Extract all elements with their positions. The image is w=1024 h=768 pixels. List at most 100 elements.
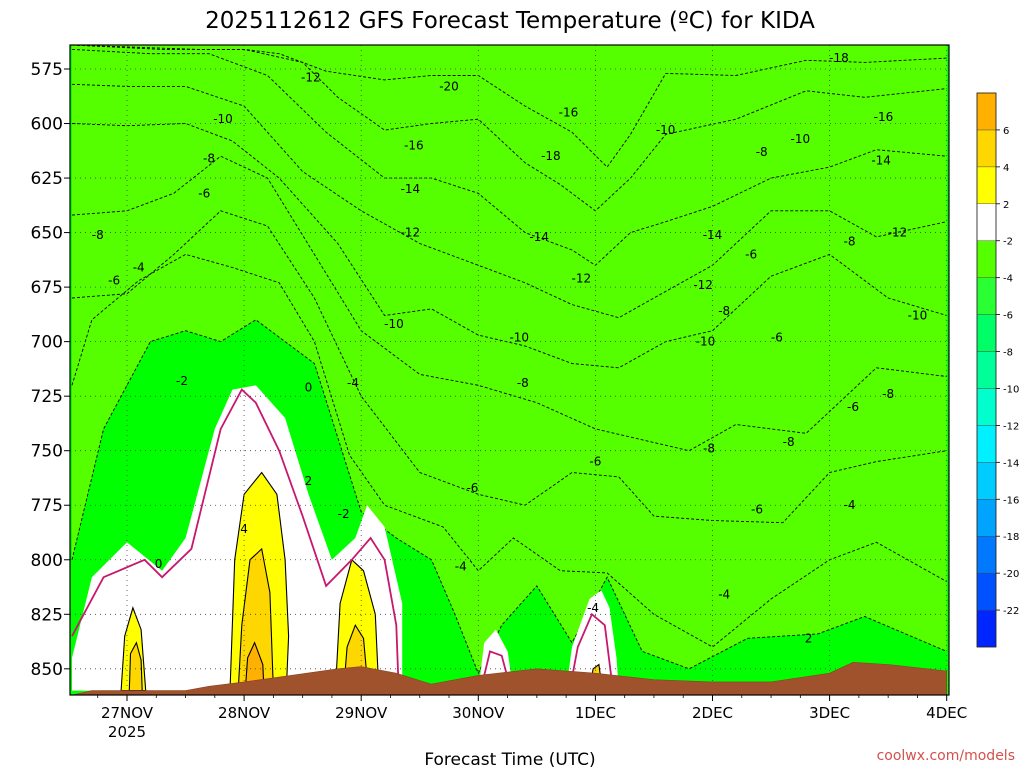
colorbar-label: 6 bbox=[1003, 126, 1009, 137]
isotherm--4 bbox=[71, 253, 947, 648]
x-tick-sublabel: 2025 bbox=[108, 723, 146, 741]
contour-label: -10 bbox=[509, 330, 529, 344]
chart-title: 2025112612 GFS Forecast Temperature (ºC)… bbox=[205, 8, 815, 34]
contour-label: 0 bbox=[155, 557, 163, 571]
contour-label: -10 bbox=[656, 123, 676, 137]
contour-label: -12 bbox=[401, 226, 421, 240]
colorbar-swatch bbox=[976, 499, 997, 537]
colorbar-label: 4 bbox=[1003, 163, 1009, 174]
contour-labels: -12-20-10 -16-10-18-16-10-8-16-18 -8-14-6-… bbox=[92, 51, 927, 645]
y-tick-label: 700 bbox=[31, 333, 63, 353]
contour-label: -6 bbox=[847, 400, 859, 414]
contour-label: -6 bbox=[751, 503, 763, 517]
colorbar-frame bbox=[976, 92, 997, 648]
contour-label: -10 bbox=[696, 335, 716, 349]
contour-label: -8 bbox=[882, 387, 894, 401]
x-tick-label: 29NOV bbox=[335, 704, 388, 722]
colorbar-label: -20 bbox=[1003, 569, 1019, 580]
y-tick-label: 850 bbox=[31, 660, 63, 680]
contour-label: -10 bbox=[791, 132, 811, 146]
colorbar-label: -10 bbox=[1003, 384, 1019, 395]
isotherm--8 bbox=[71, 155, 947, 452]
contour-label: -6 bbox=[745, 247, 757, 261]
contour-label: -16 bbox=[874, 110, 894, 124]
contour-label: 0 bbox=[305, 380, 313, 394]
contour-label: -6 bbox=[589, 455, 601, 469]
colorbar-label: -4 bbox=[1003, 274, 1013, 285]
colorbar-swatch bbox=[976, 166, 997, 205]
contour-label: -18 bbox=[541, 149, 561, 163]
contour-label: -4 bbox=[718, 588, 730, 602]
colorbar-label: -2 bbox=[1003, 237, 1013, 248]
contour-label: -8 bbox=[703, 442, 715, 456]
temperature-bands bbox=[71, 45, 947, 675]
isotherm--12 bbox=[71, 83, 947, 319]
contour-label: -4 bbox=[133, 260, 145, 274]
contour-label: -14 bbox=[529, 230, 549, 244]
colorbar-label: -6 bbox=[1003, 311, 1013, 322]
contour-label: -12 bbox=[301, 71, 321, 85]
contour-label: -4 bbox=[587, 601, 599, 615]
contour-label: -4 bbox=[844, 498, 856, 512]
isotherm--10 bbox=[71, 123, 947, 369]
contour-label: -12 bbox=[693, 278, 713, 292]
colorbar-swatch bbox=[976, 203, 997, 241]
y-tick-label: 825 bbox=[31, 605, 63, 625]
colorbar-label: -14 bbox=[1003, 458, 1019, 469]
isotherm--18 bbox=[71, 45, 947, 168]
colorbar-label: -12 bbox=[1003, 421, 1019, 432]
contour-label: -16 bbox=[559, 106, 579, 120]
y-tick-label: 600 bbox=[31, 115, 63, 135]
contour-label: -18 bbox=[829, 51, 849, 65]
y-tick-label: 625 bbox=[31, 169, 63, 189]
colorbar-label: -18 bbox=[1003, 532, 1019, 543]
contour-label: -14 bbox=[401, 182, 421, 196]
y-tick-label: 575 bbox=[31, 60, 63, 80]
x-tick-label: 2DEC bbox=[692, 704, 733, 722]
colorbar-swatch bbox=[976, 314, 997, 352]
grid-lines bbox=[70, 45, 949, 695]
colorbar-swatch bbox=[976, 240, 997, 278]
colorbar-swatch bbox=[976, 425, 997, 463]
contour-label: 2 bbox=[305, 474, 313, 488]
y-tick-label: 750 bbox=[31, 442, 63, 462]
contour-label: -4 bbox=[347, 376, 359, 390]
contour-label: -16 bbox=[404, 138, 424, 152]
colorbar-swatch bbox=[976, 351, 997, 389]
y-tick-label: 675 bbox=[31, 278, 63, 298]
contour-label: -8 bbox=[756, 145, 768, 159]
colorbar-swatch bbox=[976, 388, 997, 426]
contour-label: -8 bbox=[718, 304, 730, 318]
colorbar-swatch bbox=[976, 572, 997, 611]
colorbar-label: -8 bbox=[1003, 348, 1013, 359]
contour-label: -8 bbox=[517, 376, 529, 390]
colorbar-swatch bbox=[976, 609, 997, 648]
contour-label: -12 bbox=[888, 226, 908, 240]
isotherm--2 bbox=[71, 319, 947, 675]
contour-label: -8 bbox=[203, 151, 215, 165]
isotherm--6 bbox=[71, 210, 947, 524]
x-tick-label: 27NOV bbox=[101, 704, 154, 722]
contour-label: -8 bbox=[783, 435, 795, 449]
contour-label: -8 bbox=[92, 228, 104, 242]
contour-label: -14 bbox=[703, 228, 723, 242]
x-tick-label: 3DEC bbox=[809, 704, 850, 722]
band-below--2 bbox=[71, 45, 947, 674]
y-axis: 575 600 625 650 675 700 725 750 775 800 825 850 bbox=[31, 60, 70, 680]
credit-link[interactable]: coolwx.com/models bbox=[877, 748, 1015, 764]
terrain bbox=[71, 661, 947, 695]
contour-label: -8 bbox=[844, 234, 856, 248]
colorbar-swatch bbox=[976, 536, 997, 574]
colorbar-swatch bbox=[976, 277, 997, 315]
contour-label: -10 bbox=[908, 308, 928, 322]
x-tick-label: 1DEC bbox=[575, 704, 616, 722]
colorbar-swatch bbox=[976, 129, 997, 168]
contour-label: -6 bbox=[771, 330, 783, 344]
warm-region-0 bbox=[72, 385, 403, 691]
contour-label: 4 bbox=[240, 522, 248, 536]
y-tick-label: 775 bbox=[31, 496, 63, 516]
x-tick-label: 28NOV bbox=[218, 704, 271, 722]
